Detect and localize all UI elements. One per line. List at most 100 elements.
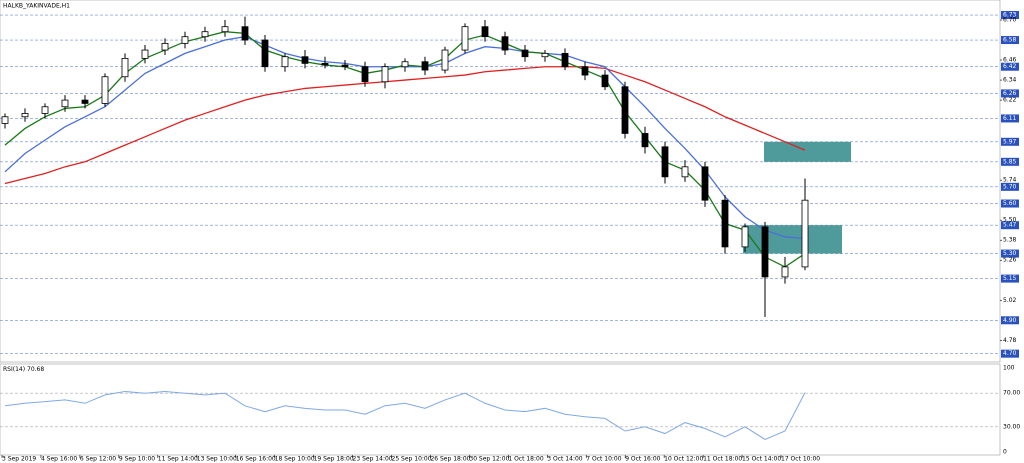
x-tick-label: 19 Sep 18:00 xyxy=(314,456,354,463)
x-tick-label: 30 Sep 12:00 xyxy=(469,456,509,463)
y-tick-label: 5.50 xyxy=(1003,217,1017,224)
candle-body xyxy=(561,52,569,68)
candle-body xyxy=(261,39,269,68)
x-tick-label: 25 Sep 10:00 xyxy=(392,456,432,463)
candle-body xyxy=(201,31,209,38)
level-label: 6.26 xyxy=(1003,90,1017,97)
level-label: 6.42 xyxy=(1003,63,1017,70)
level-box xyxy=(1001,157,1019,166)
x-tick-label: 7 Oct 10:00 xyxy=(586,456,621,463)
rsi-title: RSI(14) 70.68 xyxy=(3,366,44,373)
level-label: 6.11 xyxy=(1003,115,1017,122)
candle-body xyxy=(681,166,689,178)
rsi-tick-label: 30.00 xyxy=(1003,423,1020,430)
candle-body xyxy=(181,36,189,44)
level-box xyxy=(1001,199,1019,208)
candle-body xyxy=(501,36,509,51)
candle-body xyxy=(21,113,29,118)
candle-body xyxy=(601,74,609,88)
zone xyxy=(743,225,842,254)
main-panel xyxy=(0,0,1001,363)
candle-body xyxy=(341,64,349,68)
level-box xyxy=(1001,62,1019,71)
x-tick-label: 17 Oct 10:00 xyxy=(781,456,820,463)
candle-body xyxy=(281,56,289,68)
candle-body xyxy=(221,26,229,33)
zone xyxy=(764,141,851,162)
candle-body xyxy=(321,62,329,66)
candle-body xyxy=(621,86,629,134)
y-tick-label: 6.22 xyxy=(1003,97,1017,104)
candle-body xyxy=(361,66,369,83)
x-tick-label: 15 Oct 14:00 xyxy=(742,456,781,463)
candle-body xyxy=(61,99,69,108)
candle-body xyxy=(101,76,109,104)
y-tick-label: 5.38 xyxy=(1003,237,1017,244)
rsi-panel xyxy=(0,363,1001,456)
level-box xyxy=(1001,249,1019,258)
rsi-line xyxy=(4,391,806,440)
level-box xyxy=(1001,114,1019,123)
x-tick-label: 3 Sep 2019 xyxy=(2,456,36,463)
y-tick-label: 5.74 xyxy=(1003,177,1017,184)
rsi-tick-label: 0 xyxy=(1003,449,1007,456)
x-tick-label: 4 Sep 16:00 xyxy=(41,456,77,463)
candle-body xyxy=(701,166,709,201)
level-box xyxy=(1001,137,1019,146)
level-box xyxy=(1001,11,1019,20)
candle-body xyxy=(741,226,749,248)
x-tick-label: 3 Oct 14:00 xyxy=(547,456,582,463)
moving-average xyxy=(4,66,806,185)
candle-body xyxy=(661,146,669,178)
x-tick-label: 26 Sep 18:00 xyxy=(430,456,470,463)
y-tick-label: 5.02 xyxy=(1003,297,1017,304)
rsi-tick-label: 100 xyxy=(1003,365,1015,372)
x-tick-label: 1 Oct 18:00 xyxy=(508,456,543,463)
candle-body xyxy=(381,66,389,83)
x-tick-label: 9 Oct 16:00 xyxy=(625,456,660,463)
level-label: 5.60 xyxy=(1003,200,1017,207)
level-box xyxy=(1001,349,1019,358)
candle-body xyxy=(141,49,149,59)
x-tick-label: 16 Sep 16:00 xyxy=(236,456,276,463)
level-box xyxy=(1001,316,1019,325)
candle-body xyxy=(301,56,309,64)
x-tick-label: 11 Sep 14:00 xyxy=(158,456,198,463)
level-label: 5.85 xyxy=(1003,158,1017,165)
candle-body xyxy=(461,26,469,51)
x-tick-label: 6 Sep 12:00 xyxy=(80,456,116,463)
level-box xyxy=(1001,274,1019,283)
y-tick-label: 5.26 xyxy=(1003,257,1017,264)
candle-body xyxy=(421,61,429,71)
x-tick-label: 23 Sep 14:00 xyxy=(353,456,393,463)
x-tick-label: 13 Sep 10:00 xyxy=(197,456,237,463)
candle-body xyxy=(241,26,249,41)
x-tick-label: 11 Oct 18:00 xyxy=(703,456,742,463)
level-label: 5.47 xyxy=(1003,222,1017,229)
candle-body xyxy=(41,106,49,114)
level-label: 5.70 xyxy=(1003,183,1017,190)
level-box xyxy=(1001,182,1019,191)
x-tick-label: 18 Sep 10:00 xyxy=(275,456,315,463)
level-label: 4.70 xyxy=(1003,350,1017,357)
y-tick-label: 6.34 xyxy=(1003,77,1017,84)
y-tick-label: 4.78 xyxy=(1003,337,1017,344)
candle-body xyxy=(481,26,489,38)
level-label: 4.90 xyxy=(1003,317,1017,324)
y-tick-label: 6.46 xyxy=(1003,57,1017,64)
candle-body xyxy=(721,199,729,248)
level-label: 5.97 xyxy=(1003,138,1017,145)
candle-body xyxy=(541,52,549,58)
candle-body xyxy=(1,116,9,124)
y-tick-label: 6.70 xyxy=(1003,17,1017,24)
candle-body xyxy=(521,49,529,58)
candle-body xyxy=(401,61,409,68)
candle-body xyxy=(761,226,769,278)
candle-body xyxy=(81,99,89,104)
level-box xyxy=(1001,89,1019,98)
x-tick-label: 10 Oct 12:00 xyxy=(664,456,703,463)
rsi-name: RSI(14) xyxy=(3,366,25,373)
candle-body xyxy=(581,66,589,76)
level-box xyxy=(1001,36,1019,45)
candle-body xyxy=(161,42,169,51)
